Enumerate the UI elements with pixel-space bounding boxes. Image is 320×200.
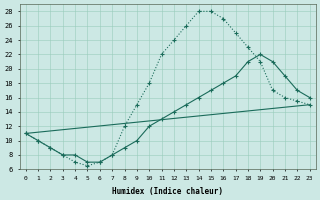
X-axis label: Humidex (Indice chaleur): Humidex (Indice chaleur) (112, 187, 223, 196)
